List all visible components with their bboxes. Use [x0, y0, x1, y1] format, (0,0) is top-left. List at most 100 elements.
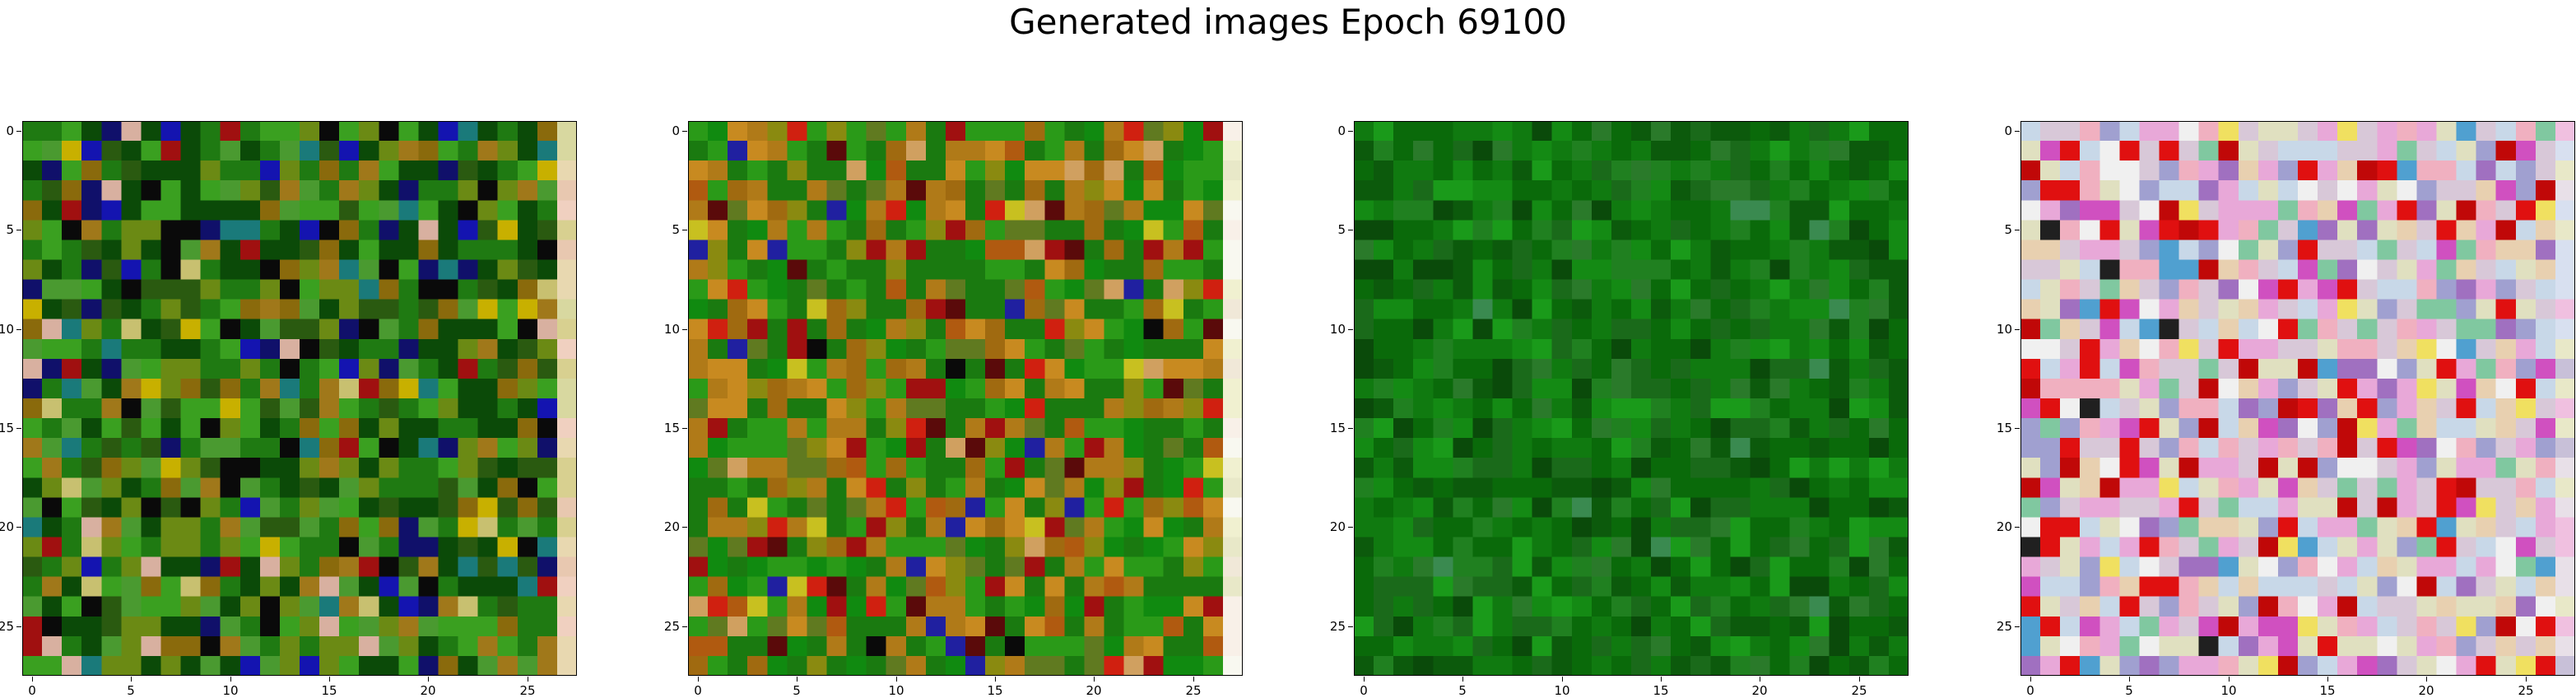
- pixel: [1025, 378, 1045, 399]
- y-tick-label: 20: [0, 519, 14, 534]
- pixel: [438, 358, 459, 379]
- pixel: [1730, 596, 1751, 617]
- pixel: [141, 299, 162, 320]
- pixel: [1005, 319, 1025, 340]
- pixel: [517, 121, 538, 142]
- pixel: [866, 537, 887, 558]
- pixel: [62, 378, 82, 399]
- pixel: [2020, 259, 2041, 281]
- pixel: [1868, 418, 1890, 439]
- pixel: [1044, 537, 1065, 558]
- pixel: [517, 458, 538, 478]
- pixel: [160, 121, 182, 142]
- pixel: [1750, 576, 1771, 598]
- pixel: [1789, 596, 1811, 617]
- pixel: [1730, 398, 1751, 419]
- pixel: [1671, 556, 1691, 578]
- pixel: [1492, 220, 1514, 241]
- pixel: [1005, 220, 1025, 241]
- pixel: [2218, 576, 2239, 598]
- pixel: [2238, 121, 2259, 142]
- pixel: [279, 220, 300, 241]
- pixel: [1809, 161, 1830, 181]
- pixel: [1651, 240, 1672, 261]
- pixel: [22, 655, 43, 676]
- pixel: [418, 458, 439, 478]
- pixel: [239, 378, 261, 399]
- pixel: [2436, 438, 2457, 458]
- pixel: [379, 220, 399, 241]
- pixel: [1025, 497, 1045, 519]
- pixel: [180, 616, 202, 637]
- pixel: [1393, 596, 1414, 617]
- pixel: [1433, 141, 1453, 161]
- pixel: [2416, 161, 2438, 181]
- pixel: [1769, 220, 1791, 241]
- pixel: [1532, 299, 1553, 320]
- pixel: [945, 299, 966, 320]
- pixel: [965, 299, 986, 320]
- pixel: [787, 358, 808, 379]
- pixel: [1710, 477, 1731, 498]
- pixel: [846, 517, 867, 538]
- pixel: [767, 596, 788, 617]
- pixel: [2139, 319, 2160, 340]
- pixel: [1413, 358, 1434, 379]
- pixel: [1492, 279, 1514, 300]
- pixel: [2298, 537, 2318, 558]
- pixel: [1492, 596, 1514, 617]
- pixel: [121, 635, 142, 657]
- pixel: [1848, 200, 1870, 221]
- pixel: [537, 141, 558, 161]
- pixel: [826, 180, 848, 201]
- pixel: [81, 438, 102, 458]
- pixel: [2139, 616, 2160, 637]
- pixel: [239, 319, 261, 340]
- pixel: [2060, 418, 2081, 439]
- pixel: [1393, 338, 1414, 360]
- pixel: [1730, 141, 1751, 161]
- pixel: [497, 141, 518, 161]
- pixel: [2397, 121, 2418, 142]
- pixel: [1123, 299, 1145, 320]
- pixel: [1064, 458, 1086, 478]
- x-tick: [2526, 677, 2527, 682]
- pixel: [2060, 200, 2081, 221]
- pixel: [62, 616, 82, 637]
- pixel: [2495, 141, 2517, 161]
- pixel: [1571, 338, 1593, 360]
- pixel: [497, 121, 518, 142]
- pixel: [2495, 279, 2517, 300]
- pixel: [359, 616, 379, 637]
- pixel: [1025, 338, 1045, 360]
- pixel: [826, 537, 848, 558]
- x-tick-label: 0: [28, 683, 36, 698]
- pixel: [1551, 655, 1573, 676]
- pixel: [2377, 200, 2397, 221]
- pixel: [2377, 556, 2397, 578]
- pixel: [1202, 259, 1224, 281]
- pixel: [2515, 398, 2536, 419]
- pixel: [985, 180, 1006, 201]
- y-tick: [682, 428, 687, 429]
- pixel: [2119, 299, 2141, 320]
- pixel: [1651, 655, 1672, 676]
- pixel: [1671, 259, 1691, 281]
- pixel: [2357, 438, 2378, 458]
- pixel: [300, 576, 320, 598]
- pixel: [141, 180, 162, 201]
- pixel: [398, 537, 420, 558]
- pixel: [1374, 121, 1394, 142]
- pixel: [1005, 635, 1025, 657]
- pixel: [2178, 200, 2200, 221]
- pixel: [2238, 655, 2259, 676]
- pixel: [2357, 299, 2378, 320]
- pixel: [1044, 259, 1065, 281]
- pixel: [2020, 141, 2041, 161]
- pixel: [398, 616, 420, 637]
- pixel: [2178, 319, 2200, 340]
- pixel: [1202, 338, 1224, 360]
- pixel: [1829, 121, 1850, 142]
- pixel: [965, 576, 986, 598]
- pixel: [2456, 596, 2477, 617]
